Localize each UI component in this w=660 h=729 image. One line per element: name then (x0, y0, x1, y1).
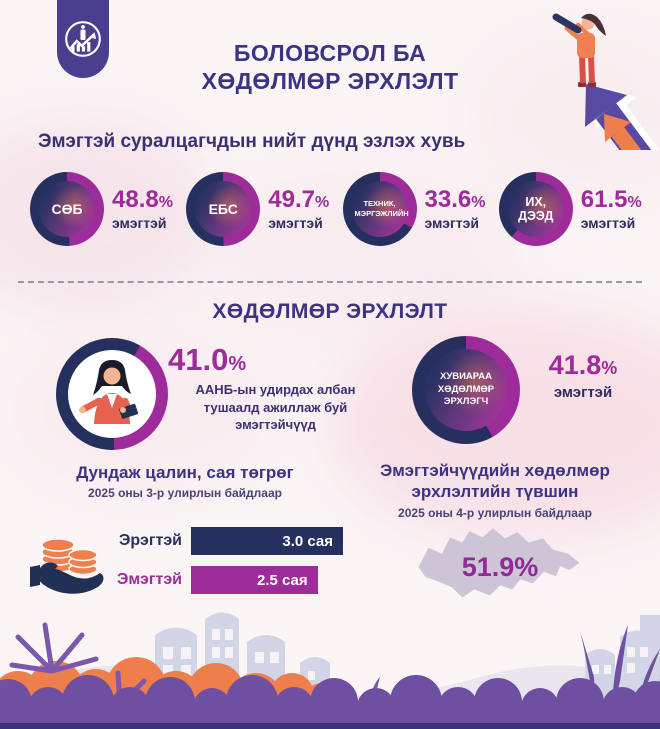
dashed-divider (18, 281, 642, 283)
education-stat-sob: СӨБ 48.8% эмэгтэй (30, 172, 186, 246)
businesswoman-icon (68, 350, 156, 438)
stat-value: 48.8% (112, 185, 173, 213)
education-section-heading: Эмэгтэй суралцагчдын нийт дүнд эзлэх хув… (38, 131, 466, 152)
education-stat-ebs: ЕБС 49.7% эмэгтэй (186, 172, 342, 246)
employment-rate-subheading: 2025 оны 4-р улирлын байдлаар (398, 505, 592, 520)
salary-subheading: 2025 оны 3-р улирлын байдлаар (88, 486, 282, 501)
self-employed-unit: эмэгтэй (553, 384, 613, 401)
stat-unit: эмэгтэй (112, 214, 167, 231)
stat-unit: эмэгтэй (268, 214, 323, 231)
mongolia-map: 51.9% (410, 516, 590, 622)
education-stat-technical: ТЕХНИК, МЭРГЭЖЛИЙН 33.6% эмэгтэй (342, 172, 499, 246)
mongolia-map-icon (418, 528, 580, 598)
bar-label-male: Эрэгтэй (119, 532, 182, 549)
stat-value: 61.5% (580, 185, 642, 213)
stat-value: 49.7% (268, 185, 330, 213)
woman-telescope-illustration (552, 13, 660, 150)
self-employed-value: 41.8% (548, 350, 618, 380)
salary-heading: Дундаж цалин, сая төгрөг (76, 463, 294, 482)
donut-label: ЕБС (208, 201, 238, 217)
stat-unit: эмэгтэй (580, 214, 636, 231)
donut-label: СӨБ (51, 201, 83, 217)
donut-label: ТЕХНИК, МЭРГЭЖЛИЙН (354, 199, 409, 218)
donut-label: ИХ, ДЭЭД (518, 194, 554, 223)
employment-rate-value: 51.9% (461, 552, 539, 582)
salary-row-female: Эмэгтэй 2.5 сая (112, 566, 344, 594)
salary-bar-male: 3.0 сая (191, 527, 343, 555)
bar-value-male: 3.0 сая (282, 532, 333, 550)
city-landscape-decoration (0, 612, 660, 729)
self-employed-stat: 41.8% эмэгтэй (524, 350, 642, 402)
self-employed-donut-chart: ХУВИАРАА ХӨДӨЛМӨР ЭРХЛЭГЧ (412, 336, 520, 444)
bar-label-female: Эмэгтэй (116, 571, 182, 588)
bar-value-female: 2.5 сая (257, 571, 308, 589)
salary-row-male: Эрэгтэй 3.0 сая (112, 527, 344, 555)
stat-unit: эмэгтэй (424, 214, 479, 231)
donut-chart-higher: ИХ, ДЭЭД (498, 172, 573, 246)
nso-logo (57, 0, 109, 78)
education-stat-higher: ИХ, ДЭЭД 61.5% эмэгтэй (498, 172, 655, 246)
managers-value: 41.0% (168, 342, 247, 377)
employment-rate-heading-block: Эмэгтэйчүүдийн хөдөлмөр эрхлэлтийн түвши… (360, 460, 630, 520)
donut-chart-sob: СӨБ (30, 172, 104, 246)
donut-chart-ebs: ЕБС (186, 172, 261, 246)
donut-chart-technical: ТЕХНИК, МЭРГЭЖЛИЙН (342, 172, 417, 246)
donut-label: ХУВИАРАА ХӨДӨЛМӨР ЭРХЛЭГЧ (437, 370, 495, 408)
page-title: БОЛОВСРОЛ БА ХӨДӨЛМӨР ЭРХЛЭЛТ (201, 40, 459, 94)
managers-stat: 41.0% ААНБ-ын удирдах албан тушаалд ажил… (168, 344, 383, 434)
salary-bar-female: 2.5 сая (191, 566, 318, 594)
employment-section-heading: ХӨДӨЛМӨР ЭРХЛЭЛТ (212, 300, 448, 323)
stat-value: 33.6% (424, 185, 486, 213)
managers-ring-chart (56, 338, 168, 450)
hand-coins-icon (30, 538, 104, 594)
employment-rate-heading: Эмэгтэйчүүдийн хөдөлмөр эрхлэлтийн түвши… (380, 461, 610, 502)
salary-bar-chart: Эрэгтэй 3.0 сая Эмэгтэй 2.5 сая (112, 527, 344, 605)
statistics-emblem-icon (65, 21, 101, 57)
education-stats-row: СӨБ 48.8% эмэгтэй ЕБС 49.7% эмэгтэй ТЕХН… (30, 172, 655, 246)
salary-heading-block: Дундаж цалин, сая төгрөг 2025 оны 3-р ул… (40, 462, 330, 500)
managers-description: ААНБ-ын удирдах албан тушаалд ажиллаж бу… (195, 382, 356, 433)
